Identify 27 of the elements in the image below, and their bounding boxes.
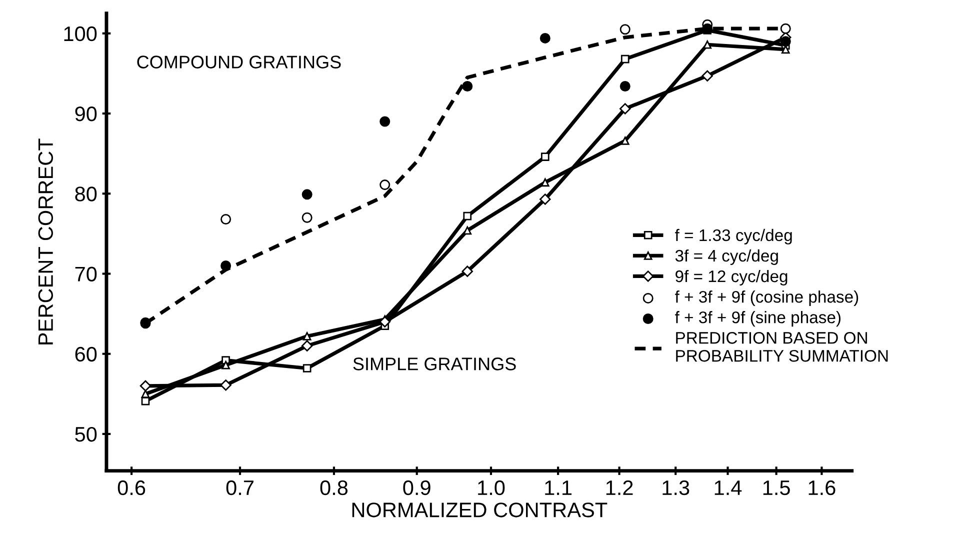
legend-label: f + 3f + 9f (cosine phase) xyxy=(675,290,858,306)
y-tick-label: 100 xyxy=(64,26,97,42)
x-tick-label: 1.6 xyxy=(808,480,836,496)
y-axis-title: PERCENT CORRECT xyxy=(38,138,54,344)
x-tick-label: 0.7 xyxy=(226,480,254,496)
y-tick-label: 60 xyxy=(75,346,97,362)
x-tick-label: 0.8 xyxy=(320,480,348,496)
legend-label: 9f = 12 cyc/deg xyxy=(676,270,788,286)
legend-label: 3f = 4 cyc/deg xyxy=(675,249,778,265)
annotation: COMPOUND GRATINGS xyxy=(137,56,341,68)
x-tick-label: 1.4 xyxy=(714,480,742,495)
annotation: SIMPLE GRATINGS xyxy=(353,358,516,370)
legend-label: f + 3f + 9f (sine phase) xyxy=(675,311,840,327)
x-tick-label: 1.1 xyxy=(545,480,572,495)
legend-label: f = 1.33 cyc/deg xyxy=(675,228,792,244)
x-axis-title: NORMALIZED CONTRAST xyxy=(352,502,608,518)
x-tick-label: 1.2 xyxy=(606,480,633,495)
y-tick-label: 50 xyxy=(75,426,97,442)
x-tick-label: 1.3 xyxy=(662,480,690,496)
x-tick-label: 1.0 xyxy=(478,480,505,496)
y-tick-label: 70 xyxy=(75,266,97,282)
y-tick-label: 90 xyxy=(75,106,97,122)
x-tick-label: 0.9 xyxy=(403,480,430,496)
x-tick-label: 1.5 xyxy=(763,480,790,496)
y-tick-label: 80 xyxy=(75,186,97,202)
legend-label: PREDICTION BASED ON PROBABILITY SUMMATION xyxy=(676,332,888,362)
x-tick-label: 0.6 xyxy=(118,480,146,496)
